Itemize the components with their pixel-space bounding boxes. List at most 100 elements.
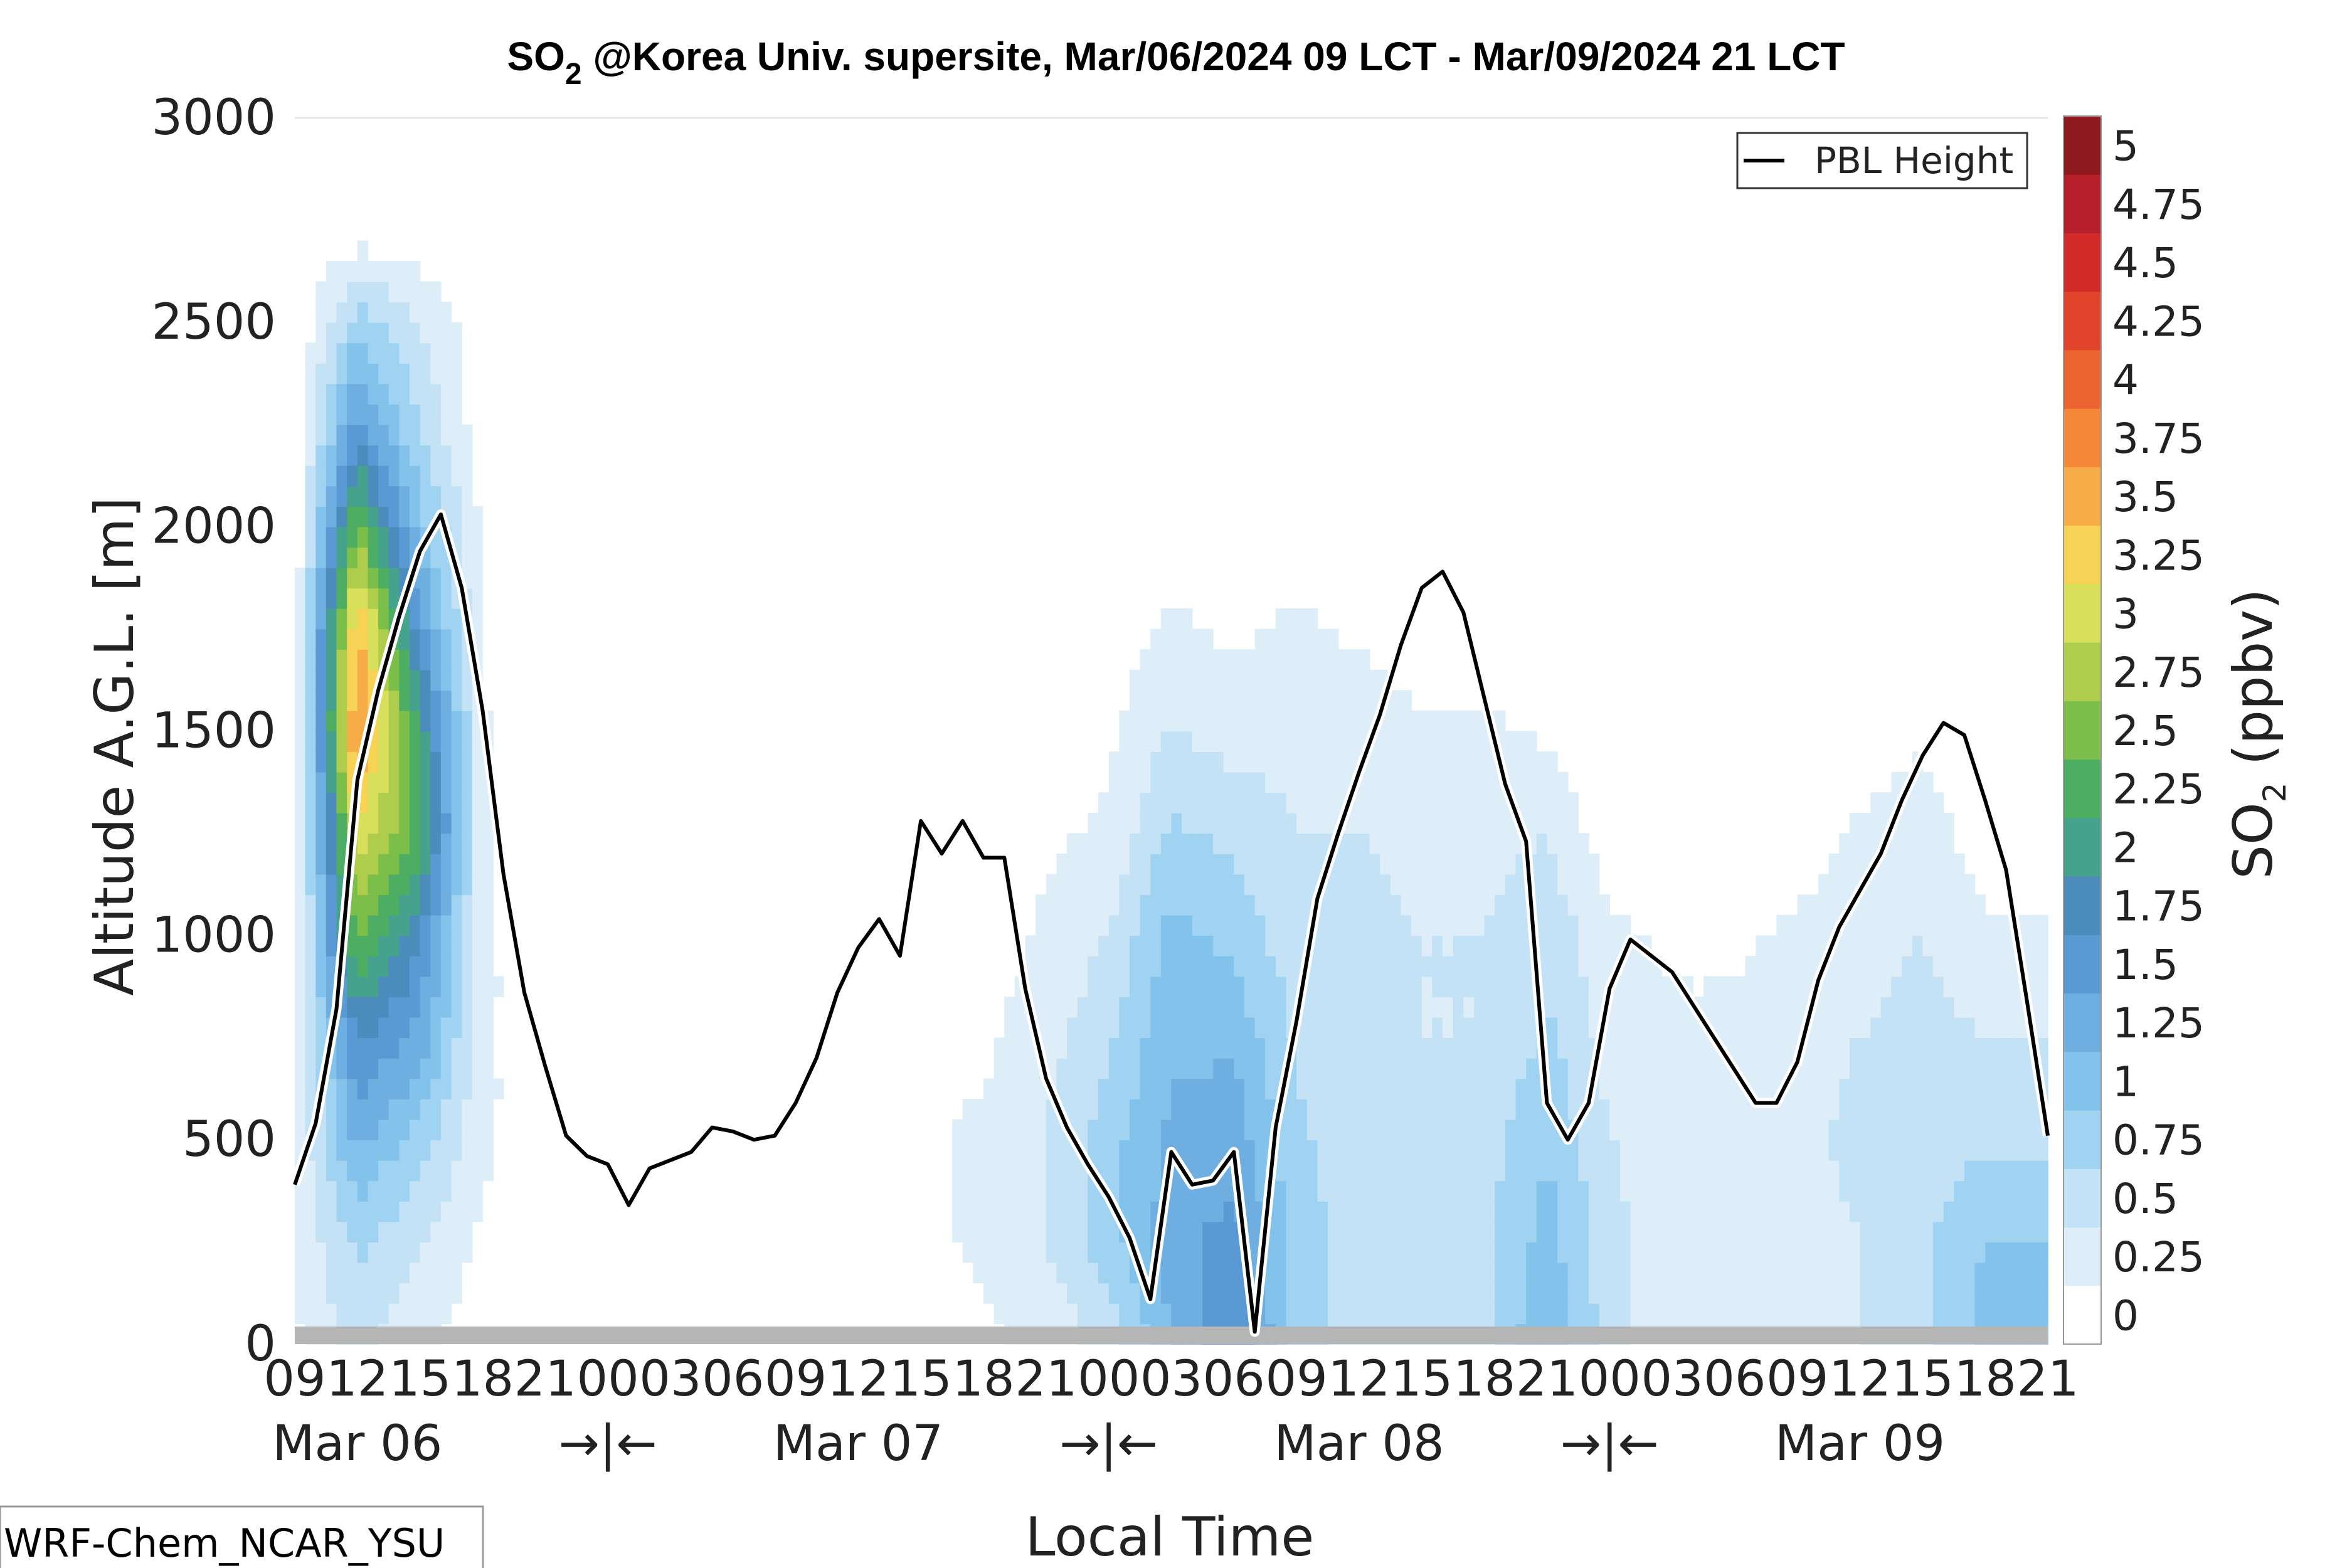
so2-contour-cell [1756, 1221, 1767, 1242]
so2-contour-cell [1202, 1242, 1214, 1263]
so2-contour-cell [1286, 812, 1297, 834]
so2-contour-cell [1661, 1078, 1673, 1099]
so2-contour-cell [368, 812, 379, 834]
so2-contour-cell [1849, 1078, 1861, 1099]
so2-contour-cell [1348, 1057, 1360, 1079]
so2-contour-cell [1140, 997, 1151, 1018]
so2-contour-cell [430, 404, 442, 425]
so2-contour-cell [410, 731, 421, 752]
so2-contour-cell [1130, 1303, 1141, 1325]
so2-contour-cell [2006, 1180, 2017, 1202]
so2-contour-cell [1724, 1180, 1735, 1202]
so2-contour-cell [1912, 1303, 1924, 1325]
so2-contour-cell [1557, 1078, 1569, 1099]
so2-contour-cell [1150, 1078, 1162, 1099]
so2-contour-cell [1411, 1160, 1422, 1182]
so2-contour-cell [1077, 1180, 1089, 1202]
so2-contour-cell [451, 485, 462, 507]
so2-contour-cell [1495, 1200, 1506, 1222]
so2-contour-cell [1828, 997, 1840, 1018]
so2-contour-cell [2037, 976, 2048, 997]
so2-contour-cell [1348, 997, 1360, 1018]
so2-contour-cell [315, 731, 327, 752]
so2-contour-cell [1411, 1119, 1422, 1140]
so2-contour-cell [1880, 1037, 1892, 1059]
so2-contour-cell [1306, 690, 1318, 711]
so2-contour-cell [1171, 690, 1182, 711]
so2-contour-cell [1818, 1242, 1830, 1263]
so2-contour-cell [1870, 1057, 1882, 1079]
so2-contour-cell [1213, 1221, 1224, 1242]
so2-contour-cell [1160, 771, 1172, 793]
so2-contour-cell [336, 792, 347, 813]
so2-contour-cell [430, 1303, 442, 1325]
so2-contour-cell [326, 894, 337, 916]
so2-contour-cell [1954, 935, 1965, 956]
so2-contour-cell [1171, 1303, 1182, 1325]
so2-contour-cell [2026, 1200, 2038, 1222]
so2-contour-cell [420, 955, 431, 977]
so2-contour-cell [378, 1160, 389, 1182]
so2-contour-cell [368, 914, 379, 936]
so2-contour-cell [1641, 1200, 1652, 1222]
so2-contour-cell [378, 1303, 389, 1325]
so2-contour-cell [1880, 894, 1892, 916]
so2-contour-cell [1985, 997, 1996, 1018]
so2-contour-cell [983, 1078, 995, 1099]
colorbar-tick-label: 4.25 [2112, 297, 2205, 346]
so2-contour-cell [1328, 914, 1339, 936]
so2-contour-cell [1787, 1180, 1798, 1202]
so2-contour-cell [440, 383, 452, 405]
so2-contour-cell [1328, 874, 1339, 895]
so2-contour-cell [410, 669, 421, 691]
so2-contour-cell [368, 342, 379, 364]
so2-contour-cell [1954, 1037, 1965, 1059]
so2-contour-cell [1119, 751, 1130, 773]
so2-contour-cell [1411, 1078, 1422, 1099]
so2-contour-cell [1453, 792, 1465, 813]
so2-contour-cell [1328, 649, 1339, 670]
so2-contour-cell [1296, 669, 1308, 691]
so2-contour-cell [295, 1180, 306, 1202]
so2-contour-cell [1578, 1057, 1589, 1079]
so2-contour-cell [1275, 854, 1287, 875]
so2-contour-cell [1088, 812, 1099, 834]
so2-contour-cell [399, 1099, 410, 1120]
so2-contour-cell [1766, 1283, 1777, 1304]
so2-contour-cell [295, 1262, 306, 1284]
so2-contour-cell [993, 1160, 1005, 1182]
so2-contour-cell [1421, 1057, 1433, 1079]
so2-contour-cell [1265, 731, 1276, 752]
so2-contour-cell [1411, 914, 1422, 936]
so2-contour-cell [1849, 1200, 1861, 1222]
so2-contour-cell [1432, 833, 1443, 854]
so2-contour-cell [1182, 955, 1193, 977]
so2-contour-cell [1954, 1200, 1965, 1222]
so2-contour-cell [1828, 1037, 1840, 1059]
so2-contour-cell [1933, 935, 1944, 956]
so2-contour-cell [1077, 833, 1089, 854]
so2-contour-cell [1338, 1180, 1350, 1202]
so2-contour-cell [1474, 1180, 1485, 1202]
so2-contour-cell [1484, 1303, 1495, 1325]
so2-contour-cell [1526, 1283, 1537, 1304]
so2-contour-cell [1453, 1262, 1465, 1284]
so2-contour-cell [1234, 914, 1245, 936]
so2-contour-cell [378, 731, 389, 752]
so2-contour-cell [1056, 914, 1067, 936]
so2-contour-cell [1286, 1099, 1297, 1120]
so2-contour-cell [1359, 1242, 1370, 1263]
so2-contour-cell [1202, 792, 1214, 813]
so2-contour-cell [347, 506, 358, 527]
so2-contour-cell [420, 1180, 431, 1202]
so2-contour-cell [1567, 1180, 1579, 1202]
so2-contour-cell [1244, 935, 1256, 956]
so2-contour-cell [1672, 1140, 1683, 1161]
so2-contour-cell [1119, 1283, 1130, 1304]
so2-contour-cell [1296, 1119, 1308, 1140]
so2-contour-cell [1808, 1242, 1819, 1263]
so2-contour-cell [368, 751, 379, 773]
so2-contour-cell [1964, 1057, 1976, 1079]
so2-contour-cell [1818, 1303, 1830, 1325]
so2-contour-cell [1254, 771, 1266, 793]
